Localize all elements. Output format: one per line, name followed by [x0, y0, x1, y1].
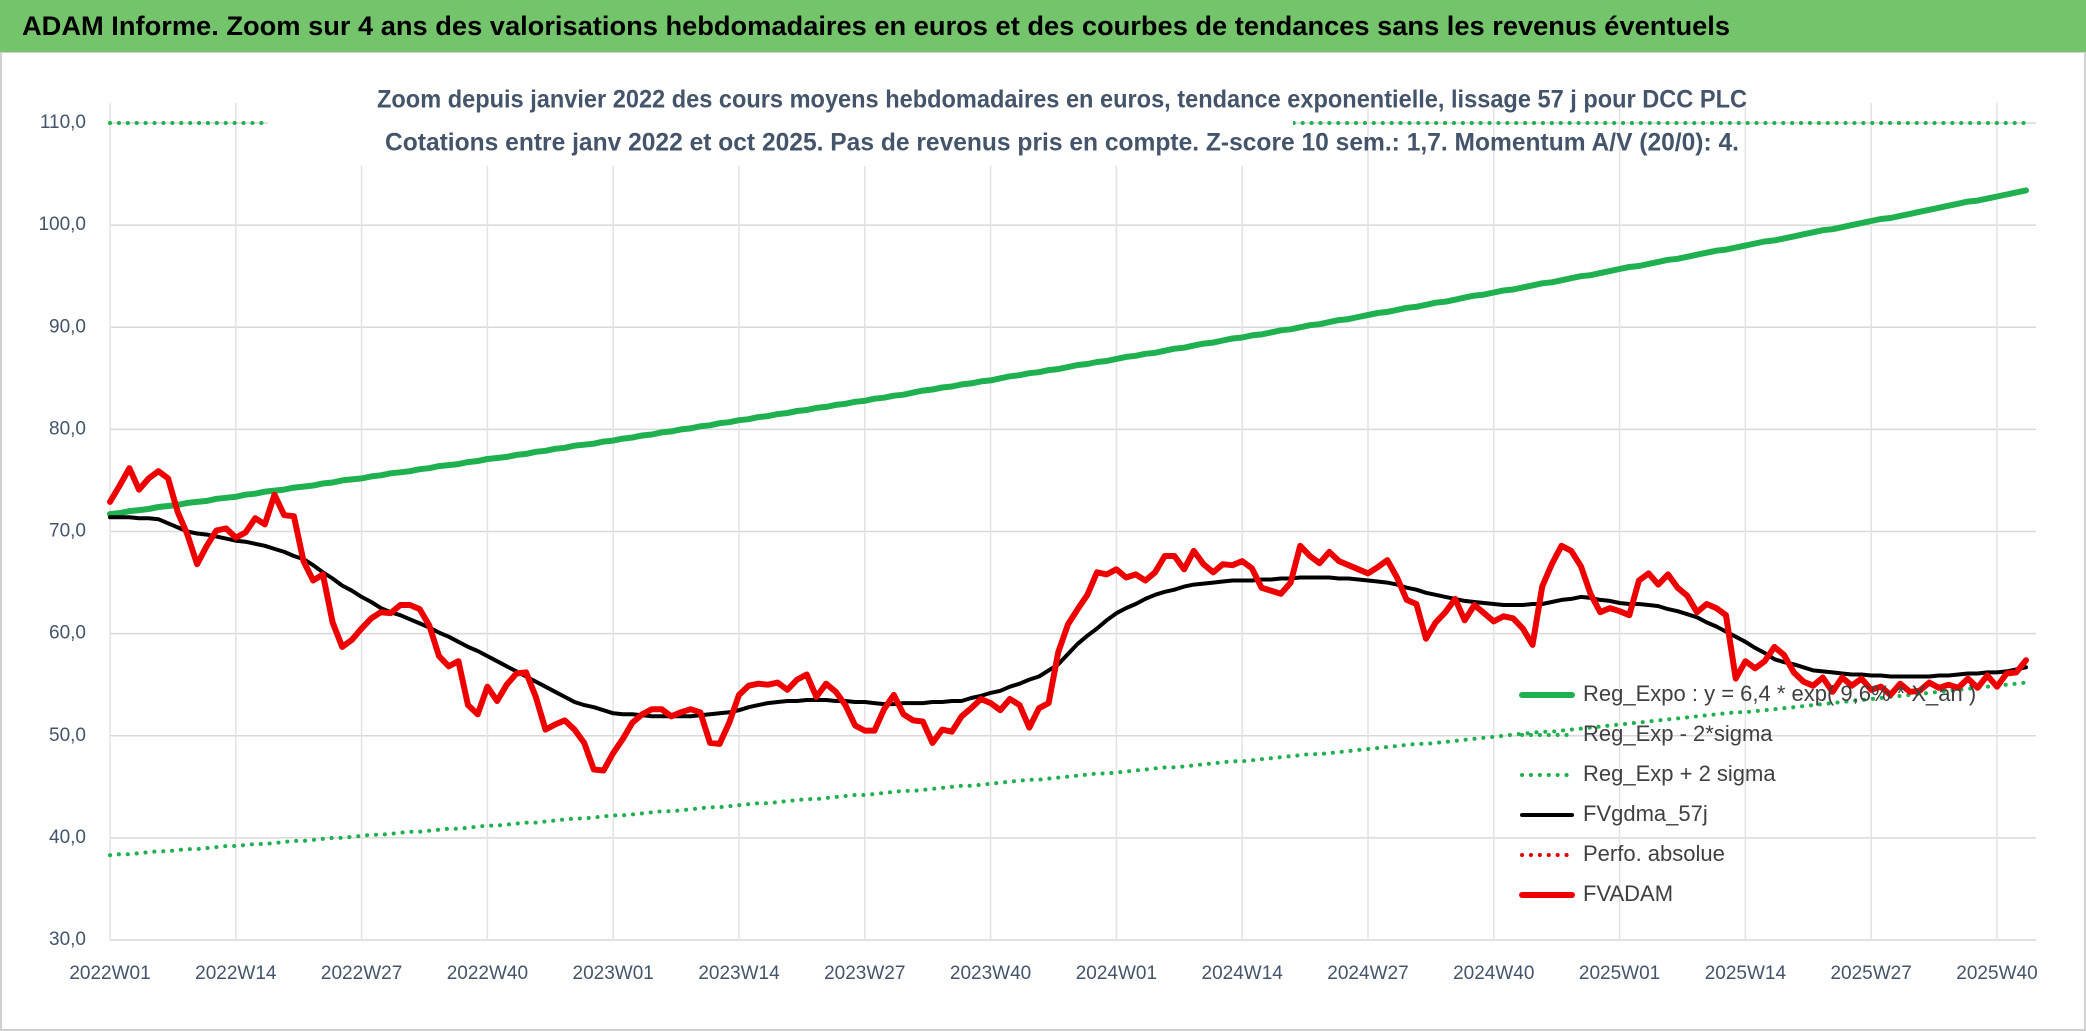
x-tick-label: 2022W40 [447, 963, 528, 984]
y-tick-label: 50,0 [49, 725, 86, 746]
x-tick-label: 2024W27 [1327, 963, 1408, 984]
y-tick-label: 100,0 [38, 214, 86, 235]
legend-label: Reg_Exp - 2*sigma [1583, 721, 1773, 746]
y-tick-label: 40,0 [49, 827, 86, 848]
series-line [107, 187, 2029, 518]
x-tick-label: 2024W14 [1202, 963, 1284, 984]
title-banner [0, 0, 2086, 52]
legend: Reg_Expo : y = 6,4 * exp( 9,6% * X_an ) R… [1519, 681, 1976, 906]
y-tick-label: 70,0 [49, 521, 86, 542]
x-tick-label: 2025W01 [1579, 963, 1660, 984]
subtitle: Cotations entre janv 2022 et oct 2025. P… [385, 129, 1739, 157]
series-line [107, 465, 2029, 774]
legend-label: FVADAM [1583, 881, 1673, 906]
x-tick-label: 2023W27 [824, 963, 905, 984]
y-tick-label: 80,0 [49, 418, 86, 439]
legend-label: Reg_Exp + 2 sigma [1583, 761, 1776, 786]
y-tick-label: 30,0 [49, 929, 86, 950]
subtitle: Zoom depuis janvier 2022 des cours moyen… [377, 86, 1747, 114]
x-tick-label: 2025W40 [1956, 963, 2037, 984]
chart-title: ADAM Informe. Zoom sur 4 ans des valoris… [22, 11, 1730, 41]
y-tick-label: 90,0 [49, 316, 86, 337]
x-tick-label: 2025W14 [1705, 963, 1787, 984]
x-tick-label: 2022W14 [195, 963, 277, 984]
legend-label: Perfo. absolue [1583, 841, 1725, 866]
chart-frame [0, 51, 2086, 1031]
x-tick-label: 2023W01 [573, 963, 654, 984]
y-tick-label: 60,0 [49, 623, 86, 644]
x-tick-label: 2025W27 [1830, 963, 1911, 984]
x-tick-label: 2024W01 [1076, 963, 1157, 984]
series-line [108, 680, 2028, 858]
legend-label: FVgdma_57j [1583, 801, 1708, 826]
y-tick-label: 110,0 [40, 112, 86, 133]
x-tick-label: 2022W27 [321, 963, 402, 984]
x-tick-label: 2023W40 [950, 963, 1031, 984]
x-tick-label: 2023W14 [698, 963, 780, 984]
legend-label: Reg_Expo : y = 6,4 * exp( 9,6% * X_an ) [1583, 681, 1976, 706]
subtitle-background [268, 78, 1293, 166]
x-tick-label: 2022W01 [69, 963, 150, 984]
x-tick-label: 2024W40 [1453, 963, 1534, 984]
